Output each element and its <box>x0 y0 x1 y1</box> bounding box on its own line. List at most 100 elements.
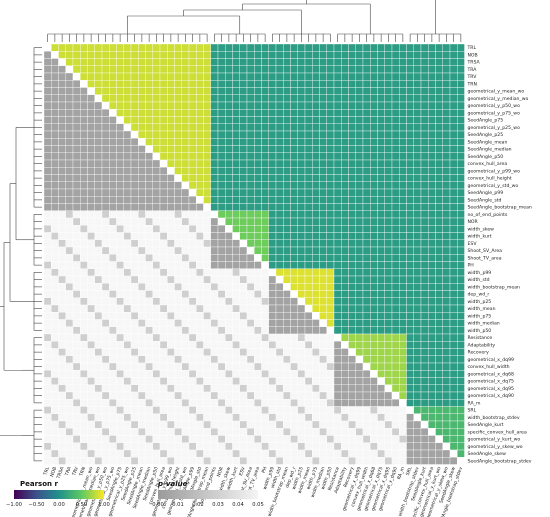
heatmap-cell <box>167 58 175 66</box>
heatmap-cell <box>167 181 175 190</box>
heatmap-cell <box>43 399 52 407</box>
heatmap-cell <box>72 130 81 139</box>
heatmap-cell <box>435 319 443 327</box>
heatmap-cell <box>196 428 204 436</box>
heatmap-cell <box>116 152 124 161</box>
heatmap-cell <box>283 101 291 110</box>
heatmap-cell <box>275 435 284 443</box>
heatmap-cell <box>232 232 240 240</box>
heatmap-cell <box>341 188 349 197</box>
heatmap-cell <box>449 232 458 240</box>
heatmap-cell <box>80 130 88 139</box>
heatmap-cell <box>420 94 429 103</box>
heatmap-cell <box>101 362 110 371</box>
heatmap-cell <box>87 80 95 88</box>
heatmap-cell <box>370 420 378 429</box>
heatmap-cell <box>217 420 226 429</box>
heatmap-cell <box>406 370 414 378</box>
legend-tick-label: 0.00 <box>53 502 65 508</box>
heatmap-cell <box>261 413 269 422</box>
heatmap-cell <box>420 457 429 465</box>
heatmap-cell <box>217 181 226 190</box>
heatmap-cell <box>145 43 153 52</box>
heatmap-cell <box>406 413 414 422</box>
heatmap-cell <box>428 109 436 117</box>
heatmap-cell <box>246 268 255 277</box>
heatmap-cell <box>391 43 400 52</box>
heatmap-cell <box>377 348 385 356</box>
heatmap-cell <box>319 435 327 443</box>
heatmap-cell <box>457 188 465 197</box>
heatmap-cell <box>268 275 277 284</box>
heatmap-cell <box>101 239 110 248</box>
heatmap-cell <box>457 101 465 110</box>
heatmap-cell <box>370 210 378 219</box>
heatmap-cell <box>58 159 66 168</box>
heatmap-cell <box>246 449 255 458</box>
heatmap-cell <box>123 355 132 364</box>
heatmap-cell <box>326 246 335 255</box>
heatmap-cell <box>319 420 327 429</box>
heatmap-cell <box>283 246 291 255</box>
heatmap-cell <box>167 196 175 204</box>
heatmap-cell <box>72 51 81 59</box>
row-label: specific_convex_hull_area <box>468 429 527 435</box>
heatmap-cell <box>370 391 378 400</box>
heatmap-cell <box>109 217 117 226</box>
heatmap-cell <box>203 174 211 182</box>
heatmap-cell <box>87 65 95 74</box>
heatmap-cell <box>239 159 248 168</box>
heatmap-cell <box>174 174 182 182</box>
heatmap-cell <box>449 319 458 327</box>
heatmap-cell <box>290 442 298 451</box>
heatmap-cell <box>268 420 277 429</box>
heatmap-cell <box>297 406 306 414</box>
heatmap-cell <box>174 145 182 153</box>
heatmap-cell <box>217 290 226 298</box>
heatmap-cell <box>297 457 306 465</box>
heatmap-cell <box>420 333 429 342</box>
heatmap-cell <box>130 65 139 74</box>
heatmap-cell <box>333 145 342 153</box>
heatmap-cell <box>254 304 262 313</box>
heatmap-cell <box>399 326 407 335</box>
heatmap-cell <box>297 275 306 284</box>
heatmap-cell <box>138 210 146 219</box>
heatmap-cell <box>246 420 255 429</box>
heatmap-cell <box>196 109 204 117</box>
heatmap-cell <box>58 138 66 146</box>
heatmap-cell <box>341 65 349 74</box>
heatmap-cell <box>217 152 226 161</box>
heatmap-cell <box>406 428 414 436</box>
heatmap-cell <box>196 312 204 320</box>
heatmap-cell <box>384 449 393 458</box>
heatmap-cell <box>109 254 117 262</box>
heatmap-cell <box>326 94 335 103</box>
heatmap-cell <box>87 413 95 422</box>
heatmap-cell <box>152 239 161 248</box>
heatmap-cell <box>413 58 422 66</box>
heatmap-cell <box>312 406 320 414</box>
heatmap-cell <box>246 217 255 226</box>
heatmap-cell <box>232 341 240 349</box>
heatmap-cell <box>442 355 451 364</box>
heatmap-cell <box>101 326 110 335</box>
heatmap-cell <box>246 138 255 146</box>
heatmap-cell <box>152 94 161 103</box>
heatmap-cell <box>442 406 451 414</box>
heatmap-cell <box>362 58 371 66</box>
heatmap-cell <box>188 333 197 342</box>
heatmap-cell <box>391 449 400 458</box>
heatmap-cell <box>217 355 226 364</box>
heatmap-cell <box>80 290 88 298</box>
heatmap-cell <box>348 442 356 451</box>
heatmap-cell <box>232 87 240 95</box>
heatmap-cell <box>181 203 190 211</box>
heatmap-cell <box>239 72 248 81</box>
heatmap-cell <box>203 304 211 313</box>
heatmap-cell <box>420 232 429 240</box>
heatmap-cell <box>152 290 161 298</box>
heatmap-cell <box>428 43 436 52</box>
heatmap-cell <box>442 312 451 320</box>
heatmap-cell <box>43 261 52 269</box>
